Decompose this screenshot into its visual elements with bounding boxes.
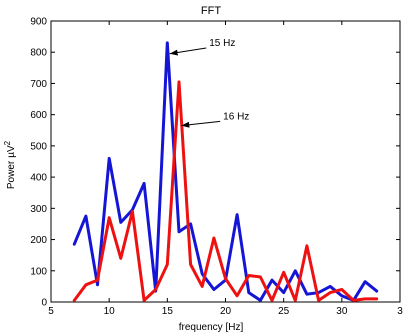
x-tick-label: 10: [104, 306, 116, 317]
x-tick-label: 15: [162, 306, 174, 317]
y-axis-label: Power µV2: [3, 140, 17, 189]
annotations-layer: 15 Hz 16 Hz: [169, 38, 249, 128]
y-tick-label: 700: [30, 79, 47, 90]
y-tick-label: 500: [30, 141, 47, 152]
y-axis-label-unit: µV: [6, 145, 17, 158]
y-tick-label: 200: [30, 235, 47, 246]
x-tick-label: 3: [397, 306, 403, 317]
y-axis-label-main: Power: [6, 160, 17, 189]
annotation-label: 16 Hz: [223, 111, 249, 122]
y-tick-label: 0: [41, 298, 47, 309]
annotation-label: 15 Hz: [209, 38, 235, 49]
annotation-arrow: [181, 120, 221, 128]
x-axis-label: frequency [Hz]: [179, 322, 244, 333]
y-tick-label: 900: [30, 17, 47, 28]
x-tick-label: 25: [278, 306, 290, 317]
plot-area: [50, 20, 401, 303]
annotation-arrow: [169, 47, 207, 56]
y-tick-label: 100: [30, 266, 47, 277]
chart-title: FFT: [201, 5, 221, 17]
y-tick-label: 800: [30, 48, 47, 59]
series-layer: [72, 41, 379, 302]
x-tick-label: 5: [48, 306, 54, 317]
y-tick-label: 300: [30, 204, 47, 215]
series-line-2: [72, 80, 379, 302]
y-tick-label: 600: [30, 110, 47, 121]
x-tick-label: 20: [220, 306, 232, 317]
y-axis-label-exp: 2: [3, 140, 12, 145]
y-tick-label: 400: [30, 173, 47, 184]
x-tick-label: 30: [336, 306, 348, 317]
